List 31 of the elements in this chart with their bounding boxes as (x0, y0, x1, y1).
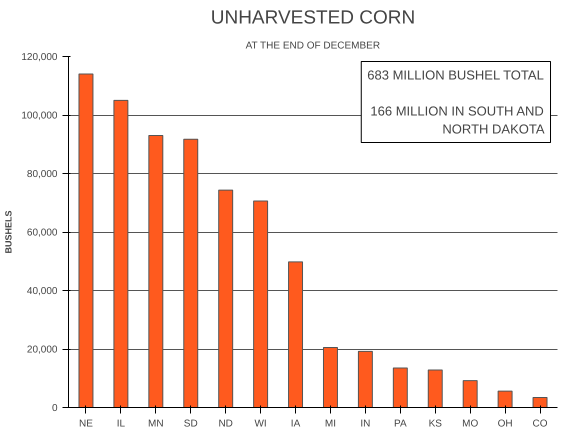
chart-title: UNHARVESTED CORN (210, 8, 416, 28)
y-axis-title: BUSHELS (3, 210, 14, 254)
bar (392, 368, 408, 408)
x-tick-label: KS (428, 418, 442, 430)
x-tick-label: IA (290, 418, 301, 430)
x-tick-label: ND (218, 418, 233, 430)
x-tick-label: MO (462, 418, 478, 430)
y-tick-label: 80,000 (26, 169, 58, 180)
annotation: 683 MILLION BUSHEL TOTAL (367, 68, 544, 82)
y-tick-label: 100,000 (21, 110, 58, 122)
x-tick-label: NE (79, 418, 94, 430)
y-tick-label: 40,000 (26, 286, 58, 297)
x-tick-label: CO (532, 418, 548, 430)
x-tick-label: OH (498, 418, 513, 430)
x-tick-label: MN (148, 418, 164, 430)
x-tick-label: IN (360, 418, 370, 430)
chart-subtitle: AT THE END OF DECEMBER (246, 40, 380, 52)
x-tick-label: PA (394, 418, 407, 430)
bar (498, 390, 513, 408)
y-tick-label: 60,000 (26, 228, 58, 238)
bar (462, 380, 478, 408)
bar (428, 370, 443, 408)
bar (532, 397, 548, 408)
y-tick-label: 120,000 (21, 52, 58, 63)
x-tick-label: SD (184, 418, 198, 430)
y-tick-label: 20,000 (26, 344, 58, 356)
x-tick-label: MI (324, 418, 336, 430)
x-tick-label: IL (116, 418, 126, 430)
x-tick-label: WI (254, 418, 267, 430)
y-tick-label: 0 (52, 403, 58, 414)
annotation: 166 MILLION IN SOUTH AND NORTH DAKOTA (370, 104, 545, 136)
